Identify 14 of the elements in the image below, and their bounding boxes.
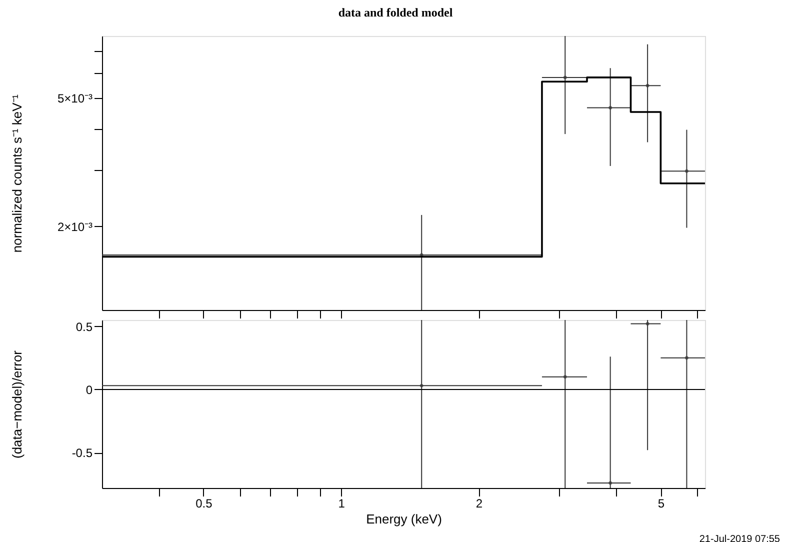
y-tick-label: 2×10⁻³ xyxy=(57,220,92,234)
x-tick-label: 0.5 xyxy=(196,496,213,510)
x-tick-label: 2 xyxy=(476,496,483,510)
y-tick-label: 0 xyxy=(86,382,93,397)
y-tick-label: -0.5 xyxy=(72,446,93,460)
x-tick-label: 1 xyxy=(338,496,346,510)
chart-title: data and folded model xyxy=(338,6,454,20)
text: 21-Jul-2019 07:55 xyxy=(699,534,780,542)
x-axis-title: Energy (keV) xyxy=(366,512,442,526)
y-axis-title: normalized counts s⁻¹ keV⁻¹ xyxy=(10,94,24,253)
y-tick-label: 0.5 xyxy=(76,320,93,334)
y-axis-title: (data−model)/error xyxy=(10,350,24,459)
y-tick-label: 5×10⁻³ xyxy=(57,92,92,106)
x-tick-label: 5 xyxy=(658,496,665,510)
